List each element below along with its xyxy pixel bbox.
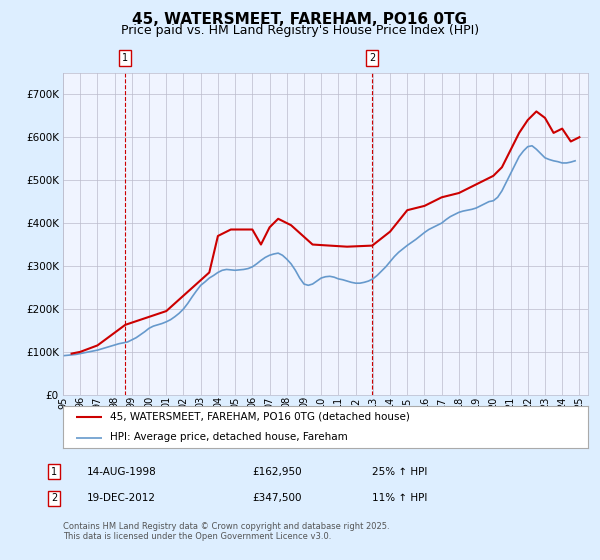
Text: 45, WATERSMEET, FAREHAM, PO16 0TG: 45, WATERSMEET, FAREHAM, PO16 0TG: [133, 12, 467, 27]
Text: £162,950: £162,950: [252, 466, 302, 477]
Text: 1: 1: [122, 53, 128, 63]
Text: 2: 2: [51, 493, 57, 503]
Text: Price paid vs. HM Land Registry's House Price Index (HPI): Price paid vs. HM Land Registry's House …: [121, 24, 479, 37]
Text: HPI: Average price, detached house, Fareham: HPI: Average price, detached house, Fare…: [110, 432, 348, 442]
Text: 14-AUG-1998: 14-AUG-1998: [87, 466, 157, 477]
Text: 2: 2: [369, 53, 376, 63]
Text: 25% ↑ HPI: 25% ↑ HPI: [372, 466, 427, 477]
Text: 1: 1: [51, 466, 57, 477]
Text: 11% ↑ HPI: 11% ↑ HPI: [372, 493, 427, 503]
Text: 45, WATERSMEET, FAREHAM, PO16 0TG (detached house): 45, WATERSMEET, FAREHAM, PO16 0TG (detac…: [110, 412, 410, 422]
Text: £347,500: £347,500: [252, 493, 302, 503]
Text: Contains HM Land Registry data © Crown copyright and database right 2025.
This d: Contains HM Land Registry data © Crown c…: [63, 522, 389, 542]
Text: 19-DEC-2012: 19-DEC-2012: [87, 493, 156, 503]
